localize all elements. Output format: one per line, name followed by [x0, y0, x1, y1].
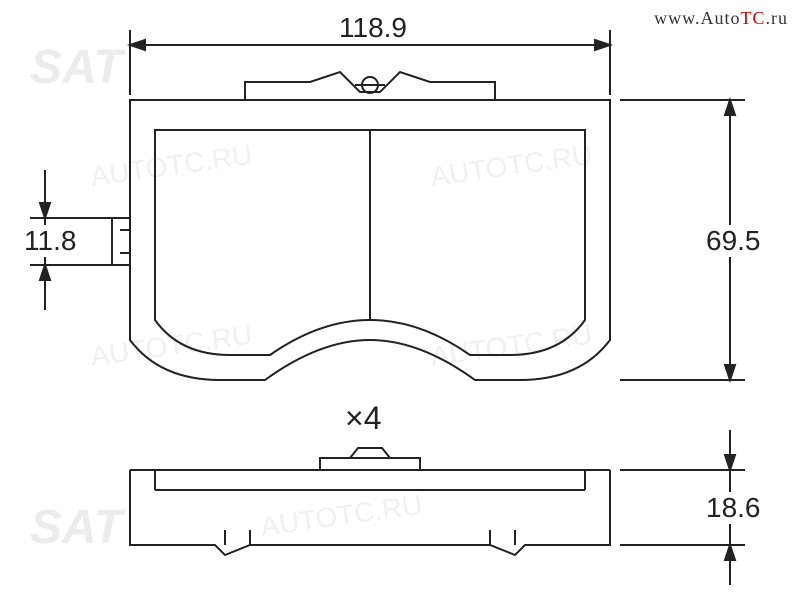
dim-tab-left: 11.8 [20, 225, 80, 257]
url-main: Auto [700, 8, 740, 28]
url-accent: TC [740, 8, 765, 28]
source-url: www.AutoTC.ru [654, 8, 788, 29]
technical-drawing [0, 0, 800, 600]
dim-width-top: 118.9 [335, 12, 411, 44]
url-prefix: www. [654, 8, 700, 28]
url-suffix: .ru [766, 8, 789, 28]
quantity-label: ×4 [345, 400, 381, 437]
dim-height-right: 69.5 [702, 225, 765, 257]
dim-thickness-right: 18.6 [702, 492, 765, 524]
